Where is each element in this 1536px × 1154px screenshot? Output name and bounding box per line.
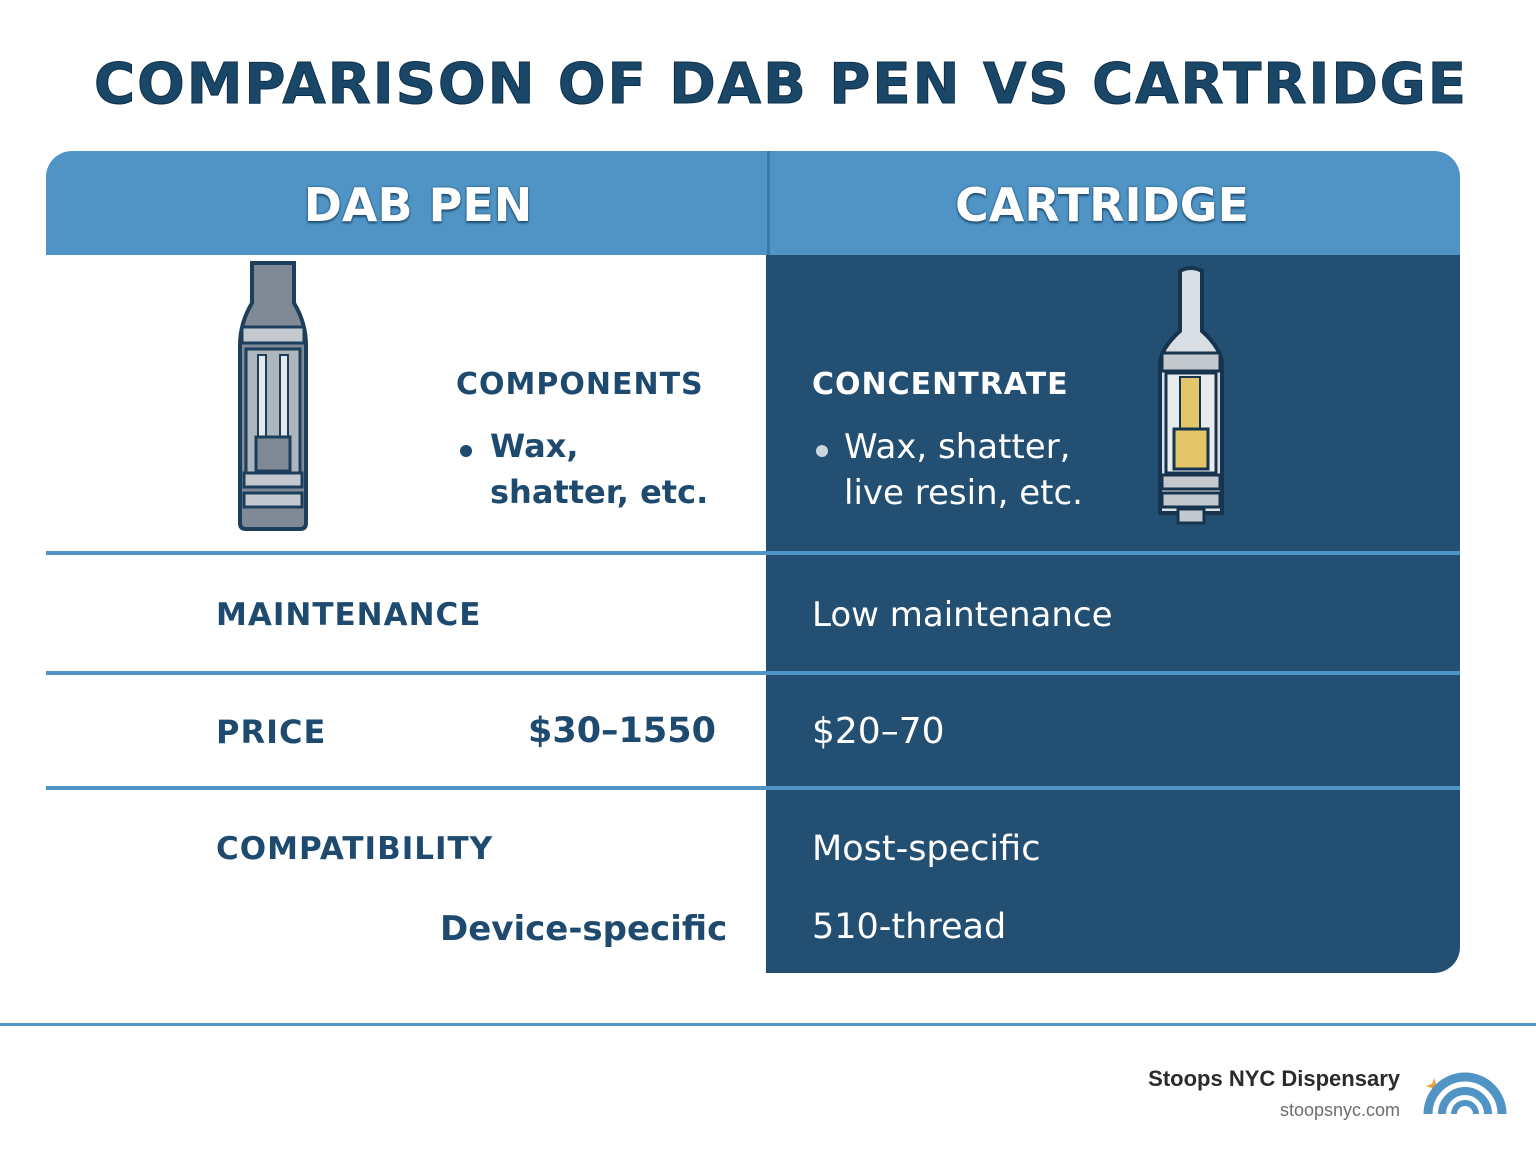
row-divider [46,671,1460,675]
brand-url[interactable]: stoopsnyc.com [1279,1100,1400,1120]
compatibility-label: COMPATIBILITY [216,831,494,867]
cartridge-icon [1158,266,1224,525]
maintenance-label: MAINTENANCE [216,597,482,633]
components-heading: COMPONENTS [456,367,704,402]
page-title: COMPARISON OF DAB PEN VS CARTRIDGE [93,52,1469,118]
bullet-dot [460,445,472,457]
column-header-dab-pen: DAB PEN [303,178,533,232]
bullet-dot [816,445,828,457]
cartridge-column-panel [766,255,1460,973]
footer-divider [0,1023,1536,1026]
rainbow-logo-icon [1423,1072,1507,1115]
table-header [46,151,1460,255]
concentrate-heading: CONCENTRATE [812,367,1069,402]
row-divider [46,551,1460,555]
concentrate-value-line1: Wax, shatter, [844,427,1071,467]
compatibility-cartridge-value-line1: Most-specific [812,829,1041,869]
price-cartridge-value: $20–70 [812,711,945,752]
row-divider [46,786,1460,790]
maintenance-value: Low maintenance [812,595,1113,635]
brand-name: Stoops NYC Dispensary [1148,1066,1400,1091]
components-value-line2: shatter, etc. [490,473,709,511]
concentrate-value-line2: live resin, etc. [844,473,1083,513]
price-label: PRICE [216,713,327,751]
dab-pen-icon [238,261,308,531]
components-value-line1: Wax, [490,427,579,465]
compatibility-cartridge-value-line2: 510-thread [812,907,1007,947]
compatibility-dab-pen-value: Device-specific [440,909,728,949]
comparison-table: DAB PEN CARTRIDGE COMPONENTS Wax, shatte… [46,151,1460,973]
header-divider [767,151,770,255]
price-dab-pen-value: $30–1550 [528,711,716,751]
column-header-cartridge: CARTRIDGE [955,178,1249,232]
